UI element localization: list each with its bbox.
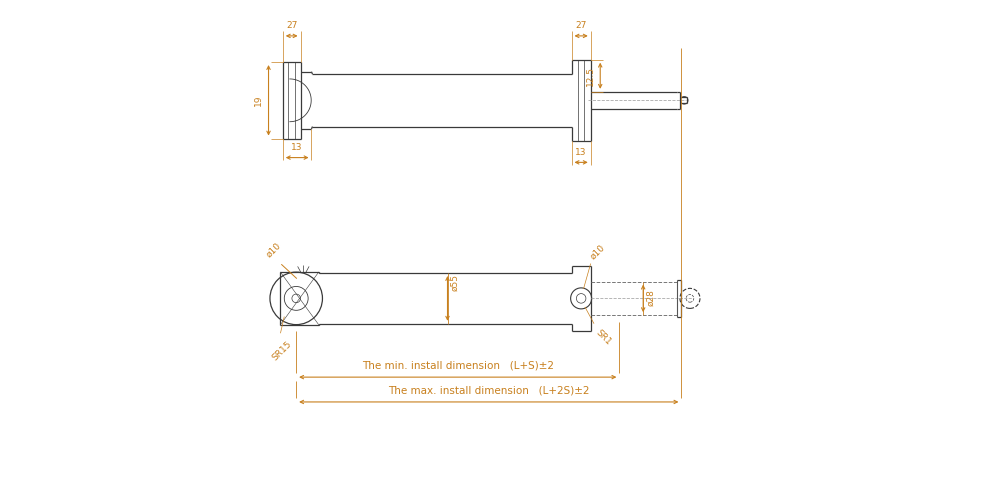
Text: ø10: ø10 bbox=[264, 241, 282, 259]
Text: ø10: ø10 bbox=[588, 243, 607, 261]
Text: 27: 27 bbox=[286, 21, 297, 30]
Text: 12.5: 12.5 bbox=[586, 66, 595, 86]
Text: 27: 27 bbox=[575, 21, 587, 30]
Text: 13: 13 bbox=[575, 148, 587, 157]
Text: 19: 19 bbox=[254, 94, 263, 106]
Text: SR1: SR1 bbox=[594, 328, 613, 347]
Text: The min. install dimension   (L+S)±2: The min. install dimension (L+S)±2 bbox=[362, 361, 554, 371]
Text: SR15: SR15 bbox=[270, 340, 293, 363]
Text: ø28: ø28 bbox=[646, 289, 655, 306]
Text: 13: 13 bbox=[291, 143, 303, 152]
Text: ø55: ø55 bbox=[450, 274, 459, 291]
Text: The max. install dimension   (L+2S)±2: The max. install dimension (L+2S)±2 bbox=[388, 386, 590, 396]
